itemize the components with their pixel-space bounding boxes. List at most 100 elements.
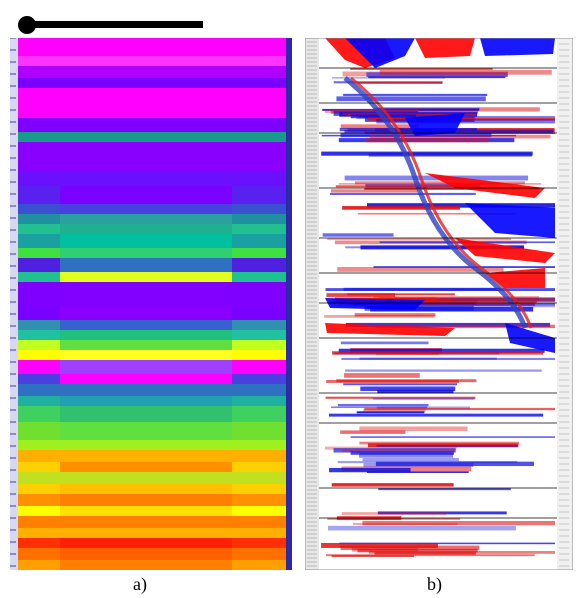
- reflector-streak: [339, 127, 478, 132]
- reflector-streak: [375, 461, 535, 467]
- layer-band-inner: [60, 330, 232, 340]
- layer-band-inner: [60, 132, 232, 142]
- panel-a-velocity-model: [10, 38, 292, 570]
- reflector-streak: [366, 203, 555, 208]
- reflector-streak: [331, 77, 445, 79]
- layer-band-inner: [60, 384, 232, 396]
- layer-band-inner: [60, 306, 232, 320]
- layer-band-inner: [60, 360, 232, 374]
- reflector-streak: [374, 552, 476, 555]
- diagonal-event: [350, 76, 533, 329]
- reflector-streak: [376, 119, 555, 124]
- amplitude-patch: [455, 238, 555, 263]
- layer-band-inner: [60, 374, 232, 384]
- reflector-streak: [338, 348, 545, 353]
- reflector-streak: [357, 81, 443, 84]
- layer-band-inner: [60, 224, 232, 234]
- reflector-streak: [375, 324, 555, 329]
- reflector-streak: [329, 192, 476, 196]
- panel-b-left-axis: [305, 38, 319, 570]
- reflector-streak: [327, 518, 461, 520]
- reflector-streak: [329, 413, 544, 417]
- layer-band-inner: [60, 204, 232, 214]
- reflector-streak: [356, 411, 425, 414]
- reflector-streak: [324, 315, 435, 318]
- reflector-streak: [368, 76, 506, 79]
- reflector-streak: [344, 373, 420, 378]
- reflector-streak: [336, 300, 537, 304]
- amplitude-patch: [325, 298, 425, 310]
- layer-band-inner: [60, 528, 232, 538]
- caption-b: b): [427, 574, 442, 594]
- reflector-streak: [359, 426, 468, 432]
- reflector-streak: [328, 525, 516, 531]
- layer-band-inner: [60, 282, 232, 306]
- amplitude-patch: [325, 323, 455, 336]
- amplitude-patch: [480, 38, 555, 56]
- layer-band-inner: [60, 350, 232, 360]
- layer-band-inner: [60, 422, 232, 440]
- amplitude-patch: [465, 203, 555, 238]
- scale-bar-line: [27, 21, 203, 28]
- layer-band-inner: [60, 538, 232, 548]
- layer-band-inner: [60, 214, 232, 224]
- layer-band-inner: [60, 450, 232, 462]
- panel-a-right-border: [286, 38, 292, 570]
- layer-band-inner: [60, 186, 232, 204]
- reflector-streak: [367, 471, 469, 473]
- reflector-streak: [364, 188, 539, 190]
- reflector-streak: [373, 398, 475, 400]
- reflector-streak: [340, 430, 406, 434]
- reflector-streak: [376, 444, 518, 447]
- reflector-streak: [345, 369, 542, 372]
- layer-band-inner: [60, 560, 232, 570]
- reflector-streak: [336, 379, 477, 383]
- amplitude-patch: [425, 173, 545, 198]
- reflector-streak: [354, 313, 436, 317]
- reflector-streak: [357, 548, 478, 553]
- layer-band-inner: [60, 320, 232, 330]
- reflector-streak: [377, 302, 555, 308]
- layer-band-inner: [60, 38, 232, 56]
- layer-band-inner: [60, 484, 232, 494]
- reflector-streak: [342, 206, 460, 210]
- layer-band-inner: [60, 248, 232, 258]
- layer-band-inner: [60, 118, 232, 132]
- layer-band-inner: [60, 472, 232, 484]
- reflector-streak: [325, 446, 457, 450]
- reflector-streak: [339, 542, 555, 545]
- reflector-streak: [322, 233, 394, 237]
- reflector-streak: [331, 483, 454, 487]
- reflector-streak: [353, 303, 535, 306]
- reflector-streak: [325, 288, 555, 292]
- amplitude-patch: [415, 38, 475, 58]
- layer-band-inner: [60, 172, 232, 186]
- layer-band-inner: [60, 440, 232, 450]
- reflector-streak: [338, 303, 555, 306]
- reflector-streak: [342, 449, 455, 452]
- reflector-streak: [376, 406, 471, 410]
- reflector-streak: [366, 137, 489, 143]
- reflector-streak: [362, 520, 555, 526]
- reflector-streak: [360, 386, 456, 392]
- reflector-streak: [337, 267, 504, 272]
- amplitude-patch: [405, 113, 465, 136]
- reflector-streak: [345, 246, 524, 249]
- layer-band-inner: [60, 396, 232, 406]
- layer-band-inner: [60, 548, 232, 560]
- reflector-streak: [352, 522, 458, 525]
- reflector-streak: [359, 441, 520, 445]
- reflector-streak: [350, 436, 555, 438]
- reflector-streak: [377, 511, 507, 515]
- reflector-streak: [336, 96, 486, 102]
- reflector-streak: [327, 237, 511, 241]
- reflector-streak: [364, 407, 555, 411]
- reflector-streak: [337, 403, 429, 407]
- layer-band-inner: [60, 516, 232, 528]
- reflector-streak: [363, 463, 474, 468]
- reflector-streak: [331, 351, 544, 355]
- reflector-streak: [322, 108, 479, 111]
- layer-band-inner: [60, 56, 232, 66]
- reflector-streak: [337, 460, 518, 464]
- reflector-streak: [377, 389, 454, 394]
